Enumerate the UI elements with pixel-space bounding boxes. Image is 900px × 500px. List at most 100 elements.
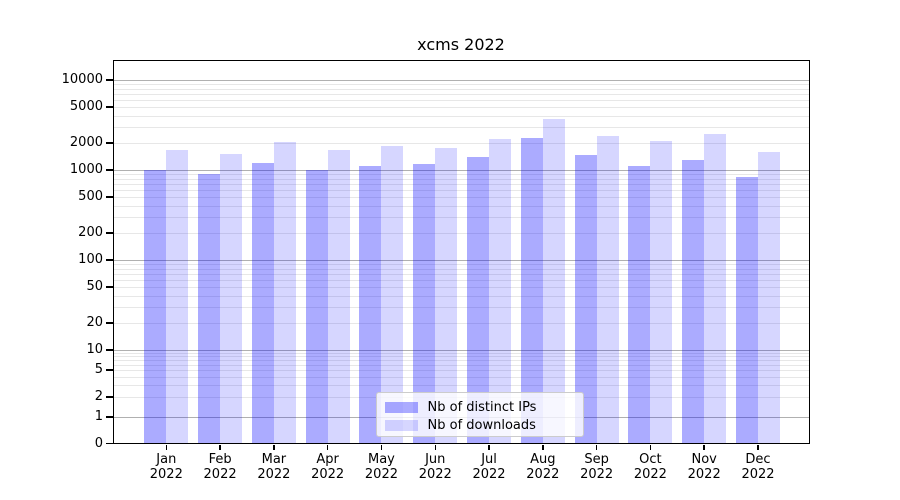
minor-gridline	[112, 322, 810, 324]
minor-gridline	[112, 279, 810, 281]
bar-nb-of-distinct-ips-jan	[144, 170, 167, 444]
minor-gridline	[112, 107, 810, 109]
x-tick-label: Jan 2022	[149, 451, 183, 482]
minor-gridline	[112, 189, 810, 191]
x-tickmark	[434, 444, 436, 450]
y-tick-label: 5	[94, 362, 103, 378]
bar-nb-of-downloads-oct	[650, 140, 673, 444]
minor-gridline	[112, 273, 810, 275]
bars-layer	[113, 60, 811, 444]
plot-area: Nb of distinct IPs Nb of downloads	[112, 60, 811, 444]
bar-nb-of-distinct-ips-nov	[682, 160, 705, 444]
y-tick-label: 10	[86, 342, 103, 357]
y-tickmark	[106, 396, 113, 398]
y-tickmark	[106, 196, 113, 198]
bar-nb-of-downloads-aug	[542, 118, 565, 444]
y-tick-label: 0	[94, 435, 103, 451]
y-tick-label: 5000	[69, 99, 103, 115]
minor-gridline	[112, 370, 810, 372]
minor-gridline	[112, 287, 810, 289]
bar-nb-of-distinct-ips-jul	[467, 156, 490, 444]
legend-item-distinct-ips: Nb of distinct IPs	[384, 398, 575, 416]
y-tickmark	[106, 286, 113, 288]
bar-nb-of-downloads-mar	[273, 142, 296, 444]
legend-label-downloads: Nb of downloads	[427, 417, 536, 433]
y-tickmark	[106, 349, 113, 351]
major-gridline	[112, 350, 810, 351]
y-tick-label: 1	[94, 409, 103, 424]
minor-gridline	[112, 307, 810, 309]
y-tickmark	[106, 142, 113, 144]
x-tick-label: Feb 2022	[203, 451, 237, 482]
x-tickmark	[165, 444, 168, 450]
y-tickmark	[106, 322, 113, 324]
y-tick-label: 500	[78, 189, 103, 205]
x-tick-label: Jul 2022	[472, 451, 506, 482]
bar-nb-of-distinct-ips-mar	[251, 163, 274, 444]
y-tickmark	[106, 369, 113, 371]
minor-gridline	[112, 142, 810, 144]
bar-nb-of-distinct-ips-dec	[735, 176, 758, 444]
y-tick-label: 2000	[69, 134, 103, 150]
legend-swatch-downloads	[384, 419, 418, 431]
x-tick-label: Nov 2022	[687, 451, 721, 482]
chart-title: xcms 2022	[417, 35, 505, 54]
x-tickmark	[380, 444, 383, 450]
minor-gridline	[112, 376, 810, 378]
y-tick-label: 1000	[69, 162, 103, 177]
bar-nb-of-downloads-dec	[757, 151, 780, 444]
x-tickmark	[488, 444, 490, 450]
minor-gridline	[112, 264, 810, 266]
minor-gridline	[112, 205, 810, 207]
bar-nb-of-downloads-jun	[435, 147, 458, 444]
y-tick-label: 100	[78, 252, 103, 267]
y-tick-label: 20	[86, 314, 103, 330]
bar-nb-of-downloads-sep	[596, 135, 619, 444]
bar-nb-of-downloads-feb	[220, 154, 243, 444]
y-tickmark	[106, 259, 113, 261]
y-tickmark	[106, 169, 113, 171]
x-tick-label: Mar 2022	[257, 451, 291, 482]
bar-nb-of-distinct-ips-aug	[520, 137, 543, 444]
x-tick-label: Aug 2022	[526, 451, 560, 482]
y-tickmark	[106, 106, 113, 108]
minor-gridline	[112, 183, 810, 185]
gridlines	[112, 60, 810, 444]
y-tickmark	[106, 232, 113, 234]
bar-nb-of-distinct-ips-sep	[574, 155, 597, 444]
minor-gridline	[112, 178, 810, 180]
minor-gridline	[112, 356, 810, 358]
y-tickmark	[106, 442, 113, 445]
y-tick-label: 10000	[61, 72, 103, 87]
x-tickmark	[273, 444, 275, 450]
legend: Nb of distinct IPs Nb of downloads	[375, 392, 584, 437]
x-tick-label: Oct 2022	[633, 451, 667, 482]
x-tick-label: Jun 2022	[418, 451, 452, 482]
y-tick-label: 50	[86, 279, 103, 295]
y-tickmark	[106, 79, 113, 81]
major-gridline	[112, 170, 810, 171]
x-tickmark	[326, 444, 329, 450]
x-tick-label: Dec 2022	[741, 451, 775, 482]
minor-gridline	[112, 268, 810, 270]
legend-label-distinct-ips: Nb of distinct IPs	[427, 399, 537, 415]
minor-gridline	[112, 360, 810, 362]
minor-gridline	[112, 217, 810, 219]
y-tick-label: 200	[78, 224, 103, 240]
x-tick-label: May 2022	[364, 451, 398, 482]
bar-nb-of-distinct-ips-feb	[198, 173, 221, 444]
bar-nb-of-distinct-ips-oct	[628, 165, 651, 444]
x-tickmark	[649, 444, 652, 450]
y-tickmark	[106, 416, 113, 418]
legend-swatch-distinct-ips	[384, 401, 418, 413]
x-tickmark	[219, 444, 221, 450]
bar-nb-of-downloads-jul	[489, 138, 512, 444]
minor-gridline	[112, 353, 810, 355]
minor-gridline	[112, 88, 810, 90]
minor-gridline	[112, 295, 810, 297]
minor-gridline	[112, 174, 810, 176]
bar-nb-of-downloads-nov	[704, 134, 727, 444]
minor-gridline	[112, 364, 810, 366]
x-tickmark	[757, 444, 759, 450]
